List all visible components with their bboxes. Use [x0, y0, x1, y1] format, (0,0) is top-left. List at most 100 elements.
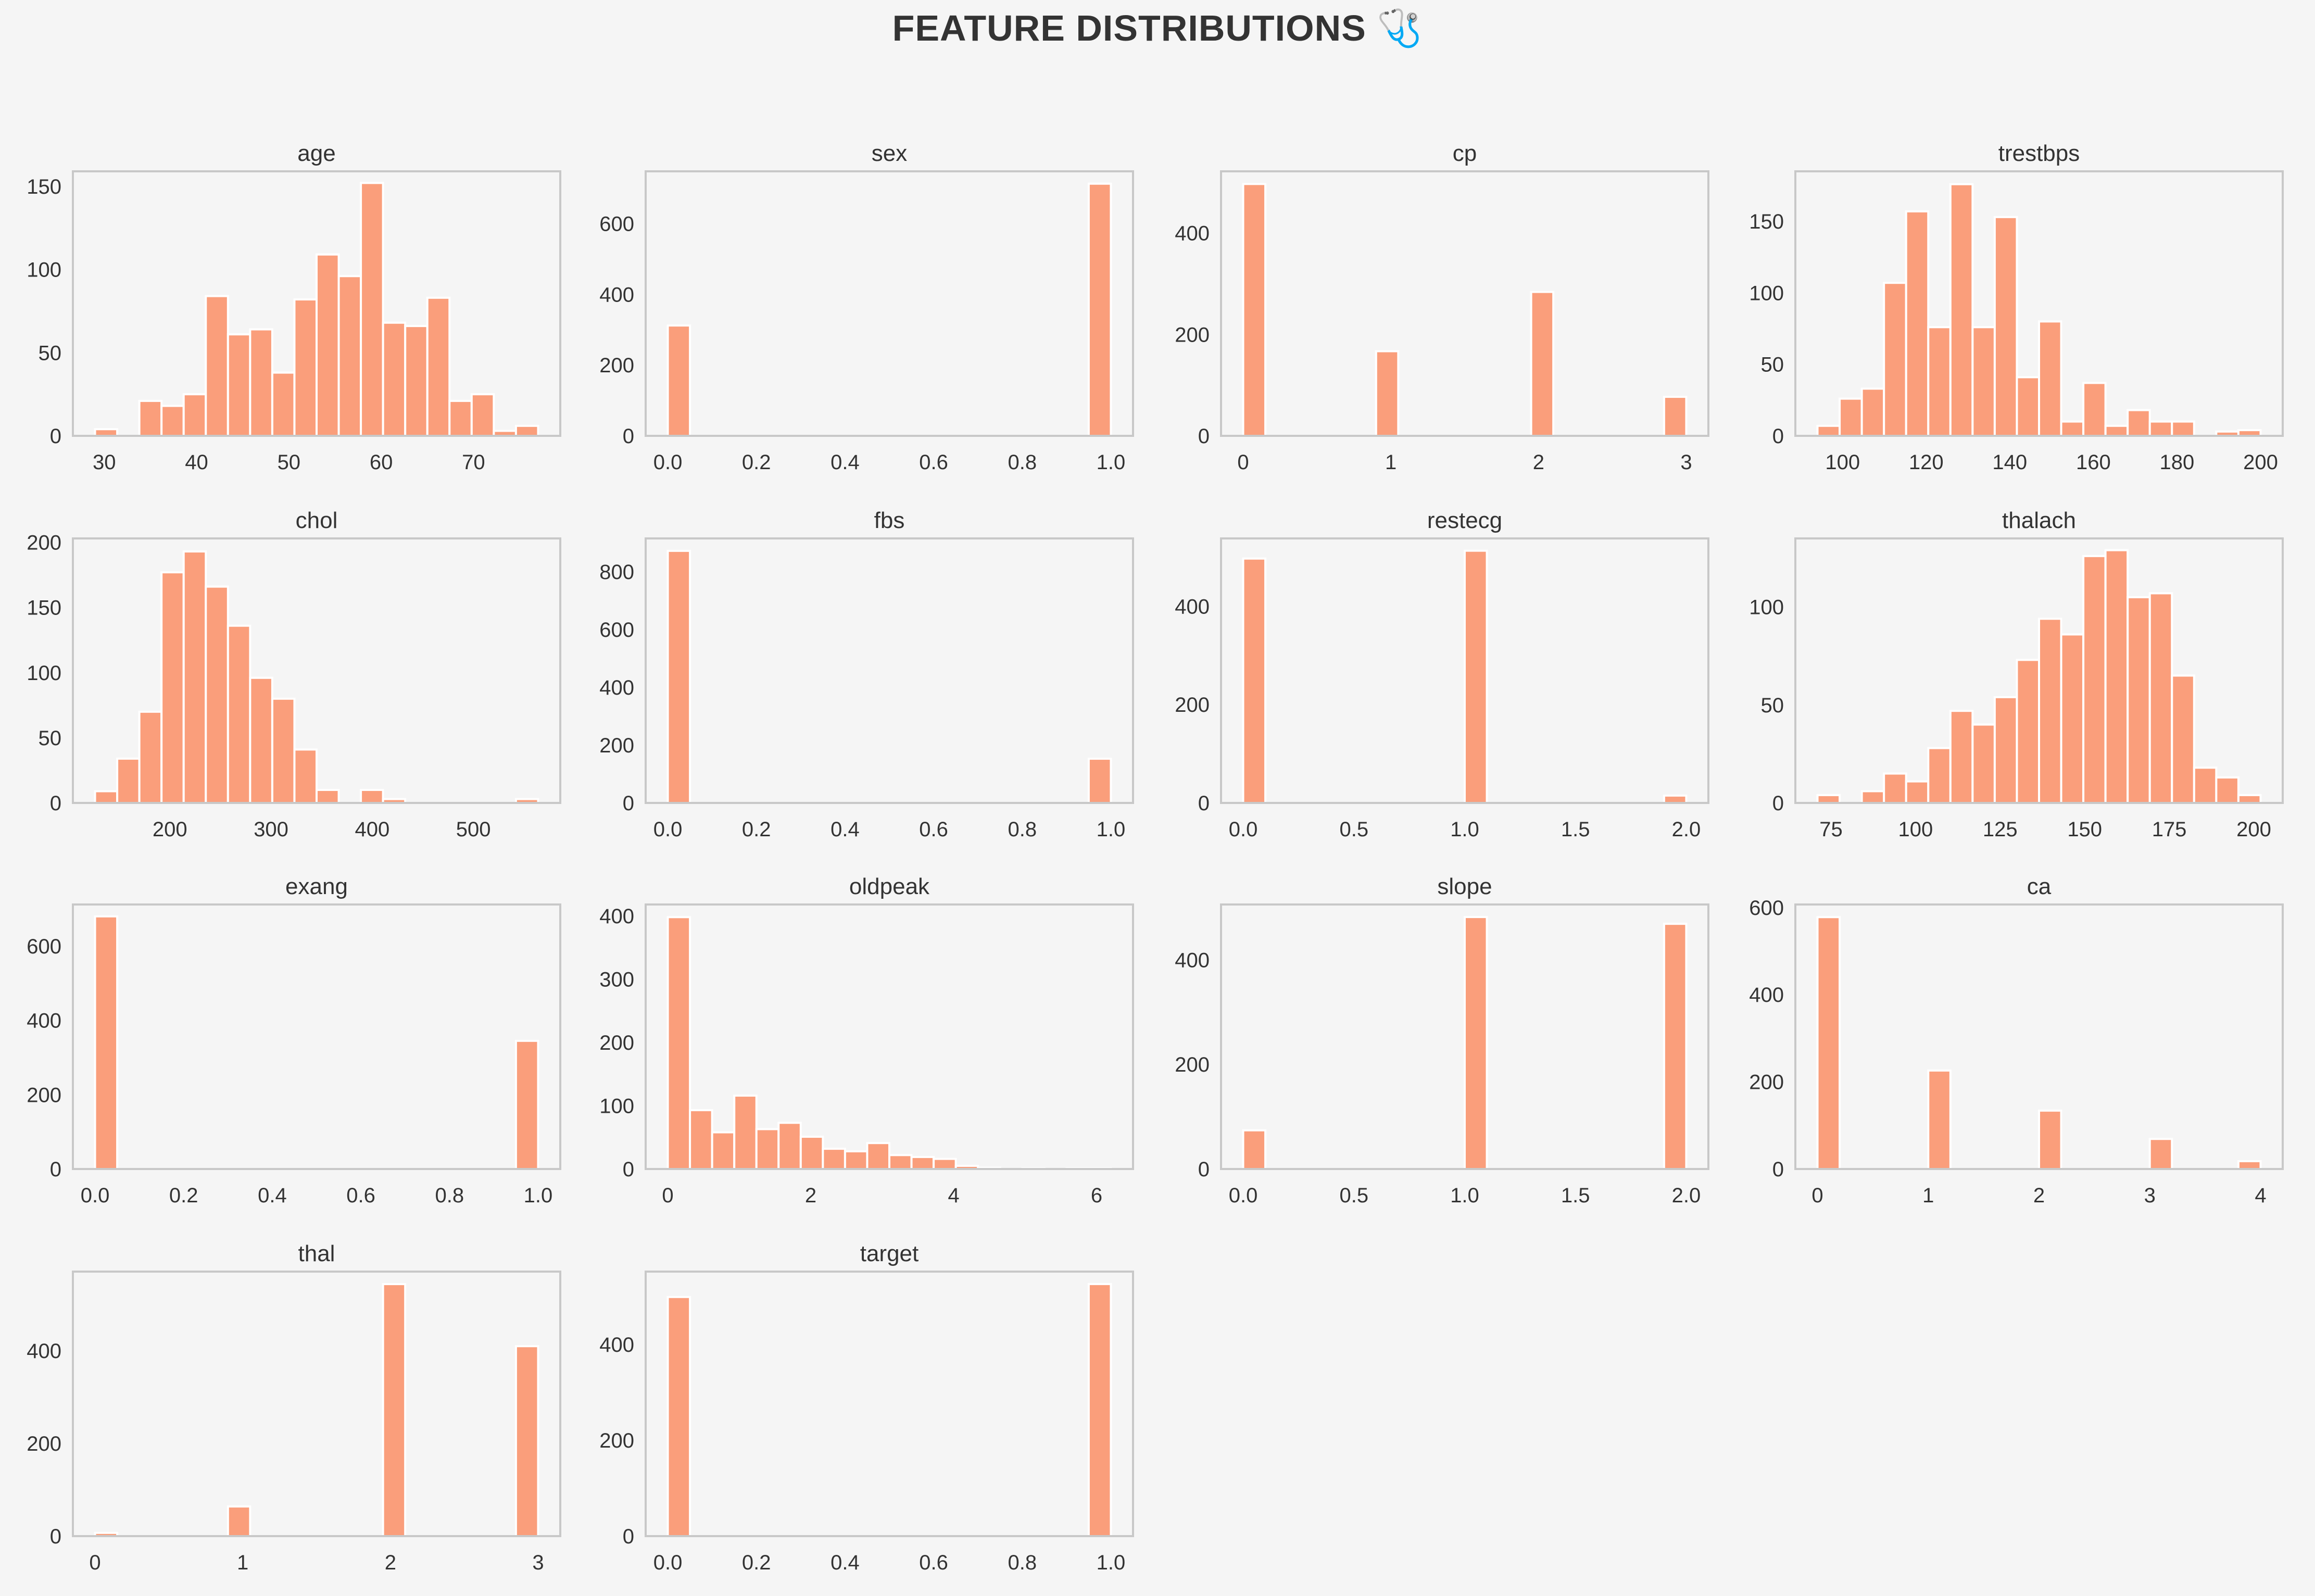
axes-frame	[1794, 537, 2284, 804]
subplot-title: target	[860, 1241, 919, 1266]
x-tick-label: 2	[805, 1184, 816, 1207]
histogram-bar	[514, 424, 539, 437]
histogram-bar	[1530, 291, 1555, 437]
histogram-bar	[2060, 633, 2085, 804]
histogram-bar	[1927, 326, 1952, 437]
histogram-bar	[866, 1142, 891, 1171]
y-tick-label: 600	[1749, 897, 1784, 920]
histogram-thal: thal 0 1 2 3 0 200 400	[27, 1241, 561, 1574]
x-tick-label: 0.4	[831, 451, 860, 474]
histogram-bar	[1087, 182, 1112, 437]
histogram-ca: ca 0 1 2 3 4 0 200 400 600	[1749, 874, 2284, 1207]
histogram-bar	[1993, 696, 2018, 805]
x-tick-label: 1.0	[1450, 1184, 1479, 1207]
histogram-bar	[1860, 387, 1885, 437]
histogram-bar	[2237, 794, 2262, 804]
histogram-bar	[116, 757, 141, 804]
x-tick-label: 0.0	[81, 1184, 110, 1207]
subplot-title: chol	[296, 508, 338, 533]
histogram-bar	[666, 916, 691, 1171]
histogram-bar	[1242, 557, 1267, 804]
histogram-bar	[777, 1122, 802, 1170]
histogram-bar	[160, 405, 185, 437]
y-tick-label: 400	[27, 1010, 61, 1033]
x-tick-label: 30	[93, 451, 116, 474]
y-tick-label: 0	[1772, 425, 1784, 448]
histogram-bar	[1816, 916, 1841, 1170]
histogram-bar	[382, 321, 407, 437]
histogram-bar	[666, 324, 691, 437]
y-tick-label: 200	[599, 1429, 634, 1452]
histogram-bar	[249, 676, 273, 804]
histogram-bar	[316, 788, 340, 804]
x-tick-label: 2.0	[1672, 1184, 1701, 1207]
y-tick-label: 50	[39, 342, 62, 365]
histogram-bar	[2016, 376, 2041, 437]
x-tick-label: 0.0	[653, 818, 683, 841]
x-tick-label: 3	[1680, 451, 1692, 474]
x-tick-label: 1	[1922, 1184, 1934, 1207]
x-tick-label: 70	[462, 451, 485, 474]
x-tick-label: 125	[1983, 818, 2018, 841]
histogram-bar	[1971, 326, 1996, 437]
y-tick-label: 600	[599, 213, 634, 236]
x-tick-label: 2	[385, 1551, 396, 1574]
histogram-bar	[2104, 424, 2129, 437]
histogram-bar	[227, 1505, 251, 1537]
x-tick-label: 0.8	[1008, 451, 1037, 474]
histogram-bar	[711, 1131, 736, 1170]
histogram-bar	[182, 393, 207, 437]
x-tick-label: 1.0	[524, 1184, 553, 1207]
histogram-bar	[2171, 674, 2195, 804]
x-tick-label: 175	[2152, 818, 2187, 841]
x-tick-label: 0.2	[742, 451, 771, 474]
x-tick-label: 1.0	[1097, 818, 1126, 841]
histogram-bar	[94, 790, 119, 804]
x-tick-label: 2	[1533, 451, 1544, 474]
subplot-title: cp	[1453, 141, 1477, 166]
histogram-oldpeak: oldpeak 0 2 4 6 0 100 200 300 400	[599, 874, 1134, 1207]
histogram-bar	[1993, 216, 2018, 437]
y-tick-label: 600	[599, 619, 634, 642]
histogram-bar	[1816, 794, 1841, 804]
histogram-bar	[2038, 618, 2062, 804]
x-tick-label: 2.0	[1672, 818, 1701, 841]
histogram-bar	[755, 1128, 780, 1170]
subplot-title: exang	[285, 874, 348, 899]
x-tick-label: 0.2	[742, 818, 771, 841]
histogram-exang: exang 0.0 0.2 0.4 0.6 0.8 1.0 0 200 400 600	[27, 874, 561, 1207]
x-tick-label: 60	[370, 451, 393, 474]
histogram-bar	[1949, 710, 1974, 804]
x-tick-label: 0.0	[1229, 1184, 1258, 1207]
y-tick-label: 0	[50, 792, 61, 815]
histogram-bar	[2082, 555, 2107, 805]
histogram-bar	[138, 710, 163, 805]
axes-frame	[645, 537, 1134, 804]
y-tick-label: 0	[1772, 1158, 1784, 1181]
histogram-bar	[1663, 396, 1688, 437]
histogram-bar	[2148, 420, 2173, 437]
x-tick-label: 200	[2236, 818, 2271, 841]
x-tick-label: 0.5	[1339, 1184, 1368, 1207]
y-tick-label: 0	[1772, 792, 1784, 815]
y-tick-label: 0	[1198, 1158, 1210, 1181]
x-tick-label: 0	[1237, 451, 1249, 474]
y-tick-label: 0	[50, 1158, 61, 1181]
histogram-bar	[1242, 1129, 1267, 1171]
y-tick-label: 400	[1175, 222, 1210, 245]
histogram-bar	[227, 624, 251, 804]
histogram-bar	[1242, 183, 1267, 437]
x-tick-label: 0	[1811, 1184, 1823, 1207]
y-tick-label: 400	[599, 676, 634, 699]
histogram-bar	[2127, 409, 2151, 437]
histogram-bar	[2127, 596, 2151, 805]
y-tick-label: 100	[1749, 282, 1784, 305]
y-tick-label: 400	[1749, 984, 1784, 1007]
y-tick-label: 50	[1761, 694, 1784, 717]
histogram-bar	[2038, 320, 2062, 437]
y-tick-label: 400	[599, 283, 634, 306]
y-tick-label: 200	[1749, 1071, 1784, 1094]
x-tick-label: 120	[1909, 451, 1944, 474]
x-tick-label: 1.5	[1561, 1184, 1590, 1207]
